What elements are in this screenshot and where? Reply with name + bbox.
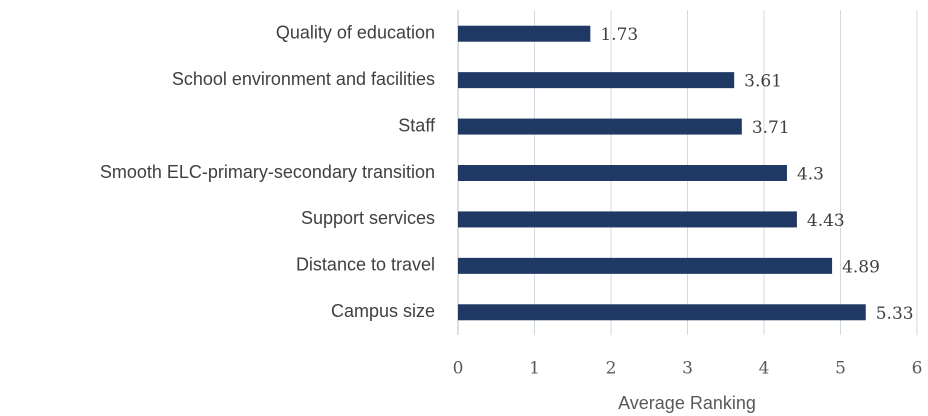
x-tick-label: 4 <box>759 359 770 379</box>
bar <box>458 304 866 321</box>
bar <box>458 165 787 181</box>
x-tick-label: 3 <box>682 359 693 379</box>
value-label: 3.61 <box>744 72 782 92</box>
y-tick-label: Staff <box>398 115 436 135</box>
x-tick-label: 1 <box>529 359 540 379</box>
x-tick-label: 0 <box>453 359 464 379</box>
value-label: 5.33 <box>876 304 914 324</box>
x-tick-label: 5 <box>835 359 846 379</box>
value-label: 4.43 <box>807 211 845 231</box>
y-tick-label: Quality of education <box>276 22 435 42</box>
y-tick-label: School environment and facilities <box>172 69 435 89</box>
x-tick-label: 6 <box>912 359 923 379</box>
value-label: 3.71 <box>752 118 790 138</box>
bar <box>458 25 591 42</box>
bar <box>458 257 833 274</box>
bar <box>458 118 742 135</box>
x-axis-title: Average Ranking <box>618 393 756 413</box>
value-label: 1.73 <box>600 25 638 45</box>
value-label: 4.3 <box>797 165 824 185</box>
value-label: 4.89 <box>842 257 880 277</box>
y-tick-label: Support services <box>301 208 435 228</box>
bar <box>458 211 797 228</box>
bar <box>458 72 735 89</box>
y-tick-label: Campus size <box>331 301 435 321</box>
y-tick-label: Distance to travel <box>296 255 435 275</box>
y-tick-label: Smooth ELC-primary-secondary transition <box>100 162 435 182</box>
x-tick-label: 2 <box>606 359 617 379</box>
